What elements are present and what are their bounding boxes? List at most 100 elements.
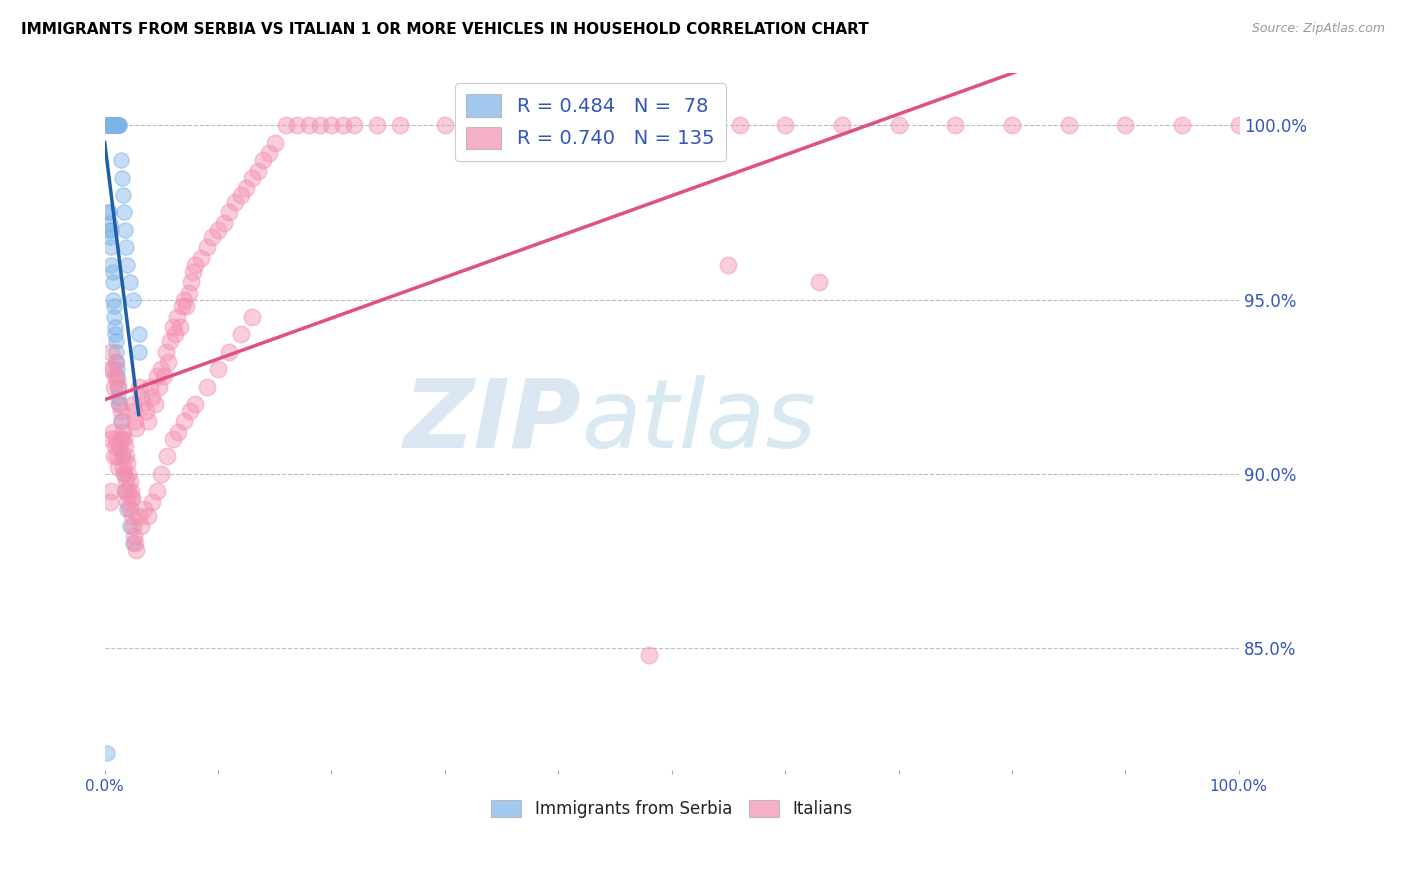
Point xyxy=(176,300,198,314)
Point xyxy=(156,450,179,464)
Point xyxy=(181,265,204,279)
Point xyxy=(111,432,134,446)
Point xyxy=(104,327,127,342)
Point xyxy=(98,494,121,508)
Point xyxy=(104,118,127,132)
Point xyxy=(105,355,128,369)
Point xyxy=(115,474,138,488)
Point xyxy=(240,310,263,324)
Point xyxy=(122,519,145,533)
Point xyxy=(150,467,173,481)
Point xyxy=(257,146,280,161)
Point xyxy=(110,404,132,418)
Point xyxy=(121,508,143,523)
Point xyxy=(105,118,128,132)
Point xyxy=(128,327,150,342)
Point xyxy=(162,320,184,334)
Point xyxy=(117,501,139,516)
Point xyxy=(100,484,122,499)
Point xyxy=(105,362,128,376)
Point xyxy=(184,258,207,272)
Point xyxy=(98,118,121,132)
Text: atlas: atlas xyxy=(581,375,815,468)
Point xyxy=(103,118,125,132)
Point xyxy=(103,310,125,324)
Point xyxy=(103,300,125,314)
Point xyxy=(101,362,124,376)
Point xyxy=(170,300,193,314)
Point xyxy=(98,362,121,376)
Point xyxy=(105,369,128,384)
Point xyxy=(167,425,190,439)
Point xyxy=(114,223,136,237)
Point xyxy=(114,484,136,499)
Point xyxy=(105,118,128,132)
Point xyxy=(105,118,128,132)
Point xyxy=(107,118,129,132)
Point xyxy=(110,432,132,446)
Point xyxy=(321,118,343,132)
Point xyxy=(120,484,142,499)
Legend: Immigrants from Serbia, Italians: Immigrants from Serbia, Italians xyxy=(485,793,859,824)
Point xyxy=(125,421,148,435)
Point xyxy=(112,205,135,219)
Point xyxy=(105,118,128,132)
Point xyxy=(603,118,626,132)
Point xyxy=(388,118,411,132)
Point xyxy=(180,275,202,289)
Point xyxy=(148,379,170,393)
Point xyxy=(108,439,131,453)
Point xyxy=(98,118,121,132)
Point xyxy=(229,188,252,202)
Point xyxy=(173,415,195,429)
Point xyxy=(107,459,129,474)
Point xyxy=(105,450,128,464)
Point xyxy=(129,390,152,404)
Point xyxy=(104,369,127,384)
Point xyxy=(111,450,134,464)
Point xyxy=(122,404,145,418)
Point xyxy=(122,293,145,307)
Point xyxy=(132,397,155,411)
Point xyxy=(831,118,853,132)
Point xyxy=(136,508,159,523)
Point xyxy=(117,494,139,508)
Point xyxy=(136,415,159,429)
Point xyxy=(114,484,136,499)
Point xyxy=(105,355,128,369)
Point xyxy=(224,194,246,209)
Point xyxy=(117,456,139,470)
Point xyxy=(114,439,136,453)
Point xyxy=(298,118,321,132)
Point xyxy=(943,118,966,132)
Point xyxy=(128,379,150,393)
Point xyxy=(104,439,127,453)
Point xyxy=(173,293,195,307)
Point xyxy=(111,450,134,464)
Point xyxy=(121,491,143,505)
Point xyxy=(101,425,124,439)
Point xyxy=(101,118,124,132)
Point xyxy=(162,432,184,446)
Point xyxy=(105,118,128,132)
Point xyxy=(105,344,128,359)
Point xyxy=(120,491,142,505)
Point xyxy=(101,293,124,307)
Point xyxy=(1171,118,1194,132)
Point xyxy=(638,648,661,662)
Point xyxy=(104,320,127,334)
Point xyxy=(218,344,240,359)
Point xyxy=(98,216,121,230)
Point xyxy=(105,373,128,387)
Text: ZIP: ZIP xyxy=(404,375,581,468)
Text: Source: ZipAtlas.com: Source: ZipAtlas.com xyxy=(1251,22,1385,36)
Point xyxy=(728,118,751,132)
Point xyxy=(122,529,145,543)
Point xyxy=(146,484,169,499)
Point xyxy=(100,118,122,132)
Point xyxy=(134,404,156,418)
Point xyxy=(150,362,173,376)
Point xyxy=(201,229,224,244)
Point xyxy=(104,118,127,132)
Point xyxy=(190,251,212,265)
